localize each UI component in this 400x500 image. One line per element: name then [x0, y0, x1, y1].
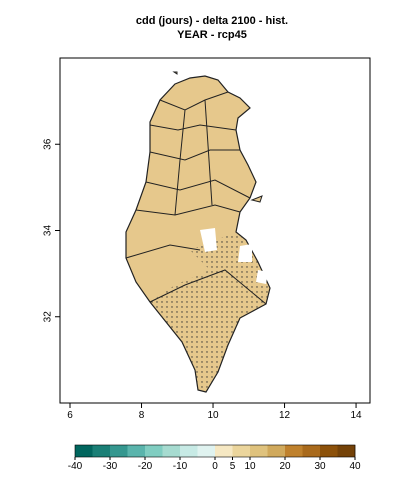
colorbar-swatch	[215, 445, 233, 457]
colorbar-tick-label: 10	[244, 461, 256, 472]
missing-patch	[200, 228, 268, 284]
colorbar-swatch	[285, 445, 303, 457]
stippled-area	[150, 232, 270, 392]
colorbar-swatch	[92, 445, 111, 457]
colorbar-swatch	[197, 445, 216, 457]
y-tick-label: 34	[43, 225, 54, 237]
colorbar-swatch	[320, 445, 338, 457]
colorbar-tick-label: 0	[212, 461, 218, 472]
colorbar-tick-label: -10	[173, 461, 188, 472]
colorbar-swatch	[232, 445, 251, 457]
tunisia-map	[125, 71, 271, 393]
region-borders	[125, 91, 267, 305]
colorbar-swatch	[145, 445, 163, 457]
colorbar-swatch	[162, 445, 181, 457]
colorbar-tick-label: -40	[68, 461, 83, 472]
subtitle: YEAR - rcp45	[177, 29, 247, 41]
colorbar-swatch	[337, 445, 356, 457]
colorbar-swatch	[250, 445, 268, 457]
x-tick-label: 6	[67, 410, 73, 421]
colorbar-swatch	[180, 445, 198, 457]
colorbar-tick-label: 5	[230, 461, 236, 472]
island	[172, 71, 263, 203]
colorbar-swatch	[127, 445, 146, 457]
colorbar-tick-label: 40	[349, 461, 361, 472]
title: cdd (jours) - delta 2100 - hist.	[136, 15, 288, 27]
colorbar-swatch	[267, 445, 286, 457]
colorbar-tick-label: -20	[138, 461, 153, 472]
y-tick-label: 32	[43, 311, 54, 323]
colorbar-tick-label: 20	[279, 461, 291, 472]
x-tick-label: 8	[139, 410, 145, 421]
x-tick-label: 10	[207, 410, 219, 421]
x-tick-label: 12	[279, 410, 291, 421]
colorbar-tick-label: 30	[314, 461, 326, 472]
colorbar-swatch	[110, 445, 128, 457]
colorbar-swatch	[302, 445, 321, 457]
colorbar-swatch	[75, 445, 93, 457]
colorbar-tick-label: -30	[103, 461, 118, 472]
y-tick-label: 36	[43, 138, 54, 150]
x-tick-label: 14	[350, 410, 362, 421]
